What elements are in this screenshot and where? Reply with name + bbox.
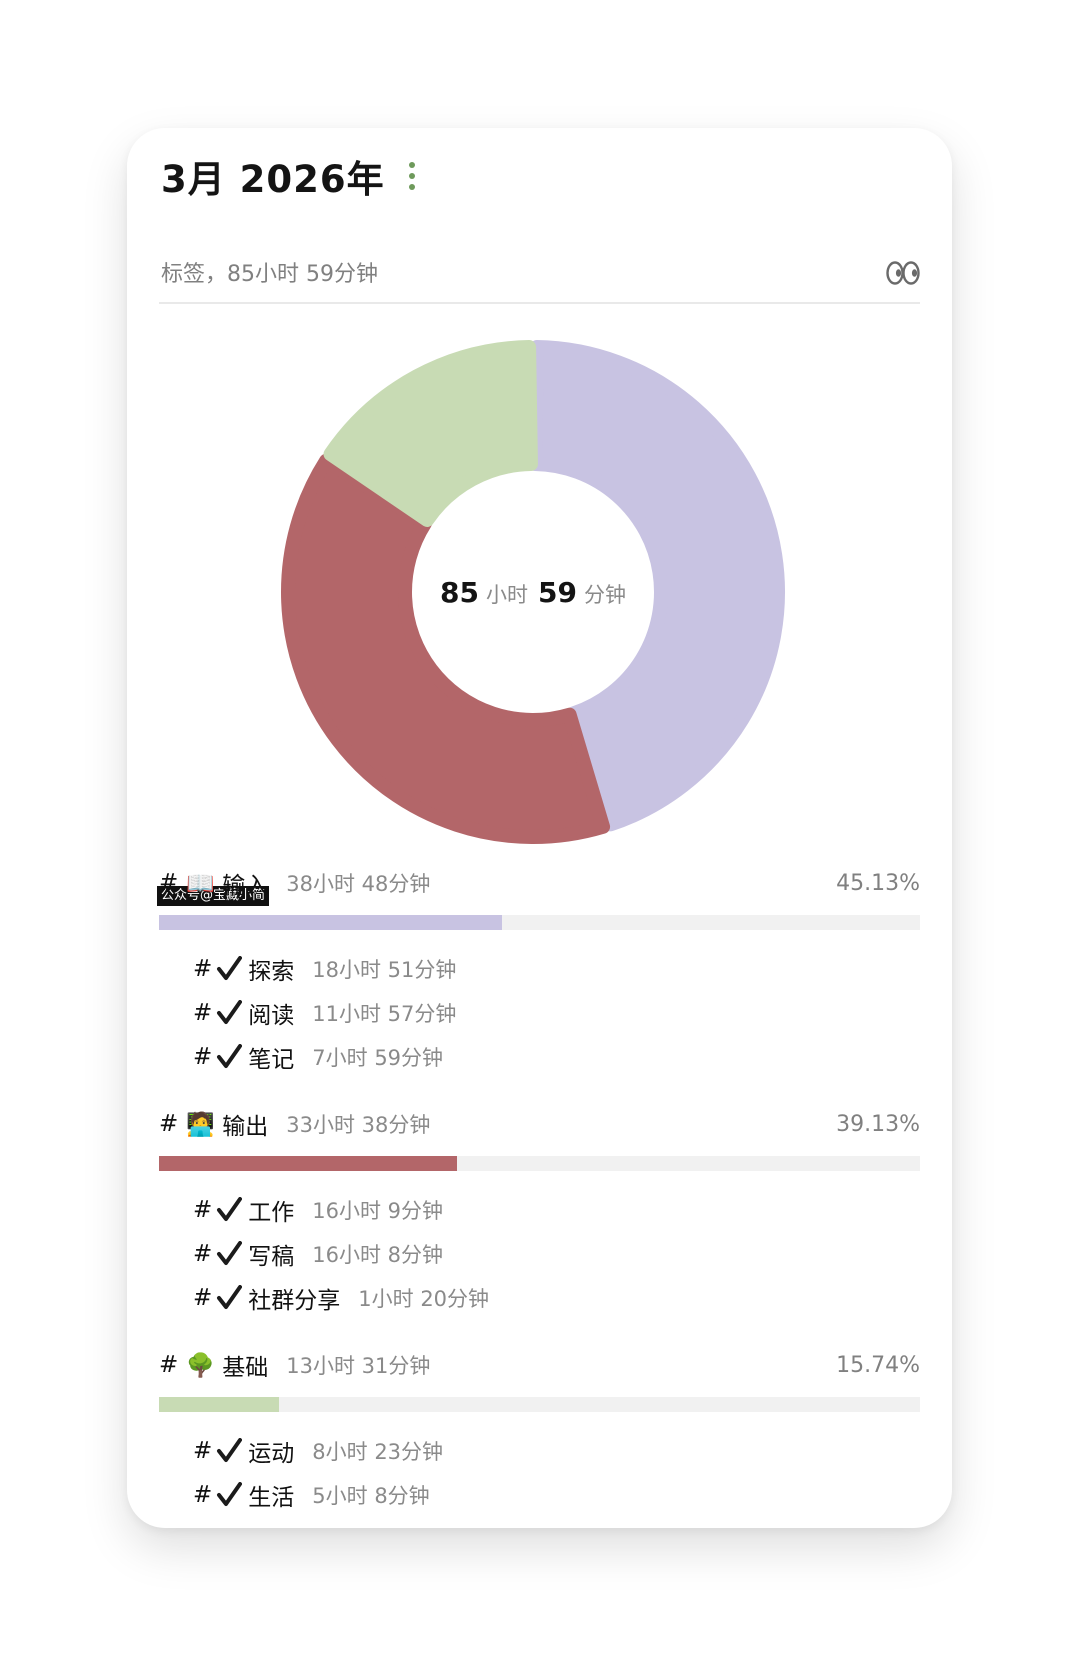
subtag-row[interactable]: # 阅读 11小时 57分钟 <box>193 996 920 1030</box>
donut-center-label: 85 小时 59 分钟 <box>440 576 626 609</box>
watermark: 公众号@宝藏小简 <box>157 886 270 906</box>
donut-chart: 85 小时 59 分钟 <box>281 340 785 844</box>
category-row[interactable]: # 🌳 基础 13小时 31分钟 15.74% <box>159 1348 920 1382</box>
hash-symbol: # <box>193 1044 213 1070</box>
subtag-name: 写稿 <box>248 1244 295 1270</box>
category-row[interactable]: # 📖 输入 38小时 48分钟 45.13% <box>159 866 920 900</box>
subtag-duration: 8小时 23分钟 <box>312 1440 444 1464</box>
card-header: 3月 2026年 <box>161 148 419 204</box>
progress-fill <box>159 915 503 930</box>
hash-symbol: # <box>193 1000 213 1026</box>
open-book-icon: 📖 <box>185 870 215 897</box>
progress-track <box>159 1397 920 1412</box>
hash-symbol: # <box>159 870 179 896</box>
check-mark-icon <box>216 1285 243 1311</box>
page-title: 3月 2026年 <box>161 158 385 201</box>
category-name: 输出 <box>222 1114 269 1140</box>
subtag-duration: 1小时 20分钟 <box>358 1287 490 1311</box>
stats-card: 3月 2026年 标签，85小时 59分钟 85 小时 59 分钟 公众号@宝藏小简 … <box>127 128 952 1528</box>
donut-segment-1[interactable] <box>528 340 785 832</box>
subtag-row[interactable]: # 写稿 16小时 8分钟 <box>193 1237 920 1271</box>
category-name: 基础 <box>222 1355 269 1381</box>
subtag-duration: 7小时 59分钟 <box>312 1046 444 1070</box>
category-duration: 33小时 38分钟 <box>286 1113 431 1137</box>
technologist-icon: 🧑‍💻 <box>185 1111 215 1138</box>
check-mark-icon <box>216 1482 243 1508</box>
donut-segment-2[interactable] <box>281 453 611 844</box>
hash-symbol: # <box>193 1197 213 1223</box>
subtag-name: 运动 <box>248 1441 295 1467</box>
subtag-row[interactable]: # 社群分享 1小时 20分钟 <box>193 1281 920 1315</box>
subtag-name: 生活 <box>248 1485 295 1511</box>
hash-symbol: # <box>193 1285 213 1311</box>
check-mark-icon <box>216 1241 243 1267</box>
subtag-duration: 11小时 57分钟 <box>312 1002 457 1026</box>
category-percent: 39.13% <box>836 1111 920 1137</box>
summary-label: 标签，85小时 59分钟 <box>161 262 378 287</box>
eyes-toggle-icon[interactable] <box>886 260 920 286</box>
subtag-row[interactable]: # 运动 8小时 23分钟 <box>193 1434 920 1468</box>
subtag-name: 阅读 <box>248 1003 295 1029</box>
subtag-duration: 16小时 9分钟 <box>312 1199 444 1223</box>
hash-symbol: # <box>193 1241 213 1267</box>
progress-fill <box>159 1156 457 1171</box>
summary-bar: 标签，85小时 59分钟 <box>159 250 920 304</box>
check-mark-icon <box>216 1438 243 1464</box>
subtag-name: 笔记 <box>248 1047 295 1073</box>
subtag-row[interactable]: # 工作 16小时 9分钟 <box>193 1193 920 1227</box>
progress-track <box>159 915 920 930</box>
subtag-row[interactable]: # 生活 5小时 8分钟 <box>193 1478 920 1512</box>
subtag-row[interactable]: # 探索 18小时 51分钟 <box>193 952 920 986</box>
category-name: 输入 <box>222 873 269 899</box>
subtag-name: 社群分享 <box>248 1288 341 1314</box>
donut-segment-3[interactable] <box>323 340 538 527</box>
hash-symbol: # <box>159 1352 179 1378</box>
subtag-duration: 16小时 8分钟 <box>312 1243 444 1267</box>
tree-icon: 🌳 <box>185 1352 215 1379</box>
category-percent: 15.74% <box>836 1352 920 1378</box>
hash-symbol: # <box>159 1111 179 1137</box>
category-duration: 13小时 31分钟 <box>286 1354 431 1378</box>
subtag-row[interactable]: # 笔记 7小时 59分钟 <box>193 1040 920 1074</box>
hash-symbol: # <box>193 1438 213 1464</box>
progress-fill <box>159 1397 279 1412</box>
progress-track <box>159 1156 920 1171</box>
category-duration: 38小时 48分钟 <box>286 872 431 896</box>
check-mark-icon <box>216 1044 243 1070</box>
check-mark-icon <box>216 956 243 982</box>
subtag-duration: 18小时 51分钟 <box>312 958 457 982</box>
hash-symbol: # <box>193 1482 213 1508</box>
check-mark-icon <box>216 1000 243 1026</box>
category-percent: 45.13% <box>836 870 920 896</box>
check-mark-icon <box>216 1197 243 1223</box>
subtag-name: 探索 <box>248 959 295 985</box>
subtag-duration: 5小时 8分钟 <box>312 1484 430 1508</box>
hash-symbol: # <box>193 956 213 982</box>
subtag-name: 工作 <box>248 1200 295 1226</box>
category-row[interactable]: # 🧑‍💻 输出 33小时 38分钟 39.13% <box>159 1107 920 1141</box>
more-options-icon[interactable] <box>405 158 419 194</box>
